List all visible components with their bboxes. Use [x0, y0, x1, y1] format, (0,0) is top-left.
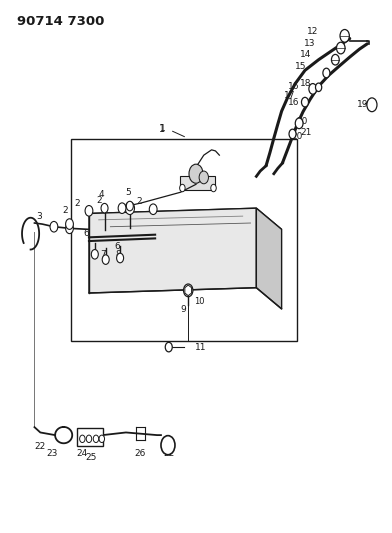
Text: 1: 1 [160, 124, 166, 133]
Text: 90714 7300: 90714 7300 [17, 14, 104, 28]
Circle shape [65, 223, 73, 233]
Circle shape [102, 255, 109, 264]
Circle shape [93, 435, 99, 442]
Text: 12: 12 [307, 27, 318, 36]
Polygon shape [89, 208, 256, 293]
Text: 2: 2 [74, 199, 80, 208]
Text: 2: 2 [96, 196, 102, 205]
Text: 18: 18 [300, 79, 312, 88]
Text: 20: 20 [296, 117, 308, 126]
FancyBboxPatch shape [76, 428, 103, 446]
Circle shape [340, 29, 349, 42]
Circle shape [183, 284, 193, 297]
Text: 17: 17 [284, 91, 295, 100]
Text: 11: 11 [195, 343, 207, 352]
Text: 10: 10 [194, 297, 204, 306]
Text: 6: 6 [83, 229, 89, 238]
Text: 5: 5 [125, 188, 131, 197]
Text: 16: 16 [289, 82, 300, 91]
Circle shape [80, 435, 85, 442]
Circle shape [85, 206, 93, 216]
Circle shape [367, 98, 377, 112]
Text: 21: 21 [300, 128, 312, 138]
Circle shape [125, 202, 134, 215]
Text: 4: 4 [99, 190, 105, 199]
Text: 22: 22 [163, 449, 174, 458]
Circle shape [323, 68, 330, 78]
Polygon shape [256, 208, 281, 309]
Text: 22: 22 [34, 442, 45, 451]
Circle shape [99, 435, 105, 442]
Text: 13: 13 [304, 39, 316, 48]
Circle shape [50, 221, 58, 232]
Text: 20: 20 [292, 132, 303, 141]
Text: 14: 14 [300, 50, 312, 59]
Text: 2: 2 [63, 206, 69, 215]
Text: 25: 25 [85, 453, 96, 462]
Text: 7: 7 [100, 251, 106, 260]
Text: 24: 24 [76, 449, 87, 458]
Circle shape [336, 42, 345, 54]
Circle shape [301, 98, 309, 107]
Circle shape [199, 171, 209, 184]
Circle shape [116, 253, 123, 263]
Text: 2: 2 [137, 197, 142, 206]
Bar [71, 139, 297, 341]
Text: 15: 15 [295, 62, 307, 70]
Circle shape [189, 164, 203, 183]
Text: 1: 1 [159, 124, 165, 134]
Circle shape [149, 204, 157, 215]
Circle shape [65, 219, 73, 229]
Circle shape [211, 184, 216, 192]
Text: 23: 23 [46, 449, 58, 458]
Text: 26: 26 [134, 449, 145, 458]
Circle shape [126, 201, 133, 211]
Text: 19: 19 [357, 100, 368, 109]
Text: 8: 8 [115, 251, 121, 260]
Circle shape [289, 129, 296, 139]
Circle shape [86, 435, 92, 442]
Circle shape [118, 203, 126, 214]
Circle shape [91, 249, 98, 259]
Circle shape [161, 435, 175, 455]
Text: 16: 16 [288, 98, 299, 107]
Polygon shape [89, 208, 281, 237]
Circle shape [165, 342, 172, 352]
Circle shape [316, 83, 322, 92]
Bar [180, 176, 216, 190]
Circle shape [295, 118, 303, 128]
Text: 9: 9 [181, 305, 187, 314]
Circle shape [309, 84, 317, 94]
Circle shape [332, 54, 339, 65]
Circle shape [101, 204, 108, 213]
Circle shape [180, 184, 185, 192]
Text: 3: 3 [37, 212, 42, 221]
Text: 6: 6 [114, 242, 120, 251]
